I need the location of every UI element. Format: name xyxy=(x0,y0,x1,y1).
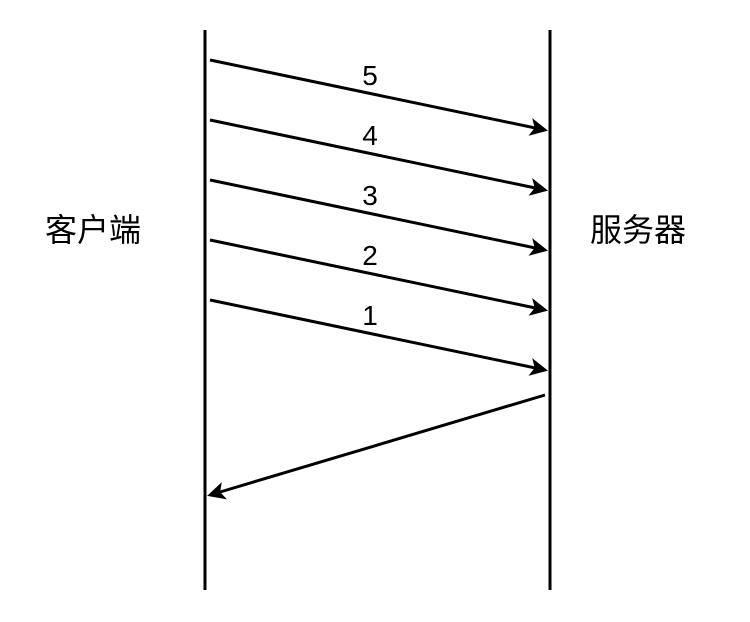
sequence-diagram: 客户端 服务器 54321 xyxy=(0,0,750,622)
arrow-label: 1 xyxy=(362,300,378,331)
diagram-canvas: 5 4 3 2 1 xyxy=(0,0,750,622)
arrow-label: 5 xyxy=(362,60,378,91)
arrow-label: 3 xyxy=(362,180,378,211)
arrow-label: 4 xyxy=(362,120,378,151)
arrow-label: 2 xyxy=(362,240,378,271)
